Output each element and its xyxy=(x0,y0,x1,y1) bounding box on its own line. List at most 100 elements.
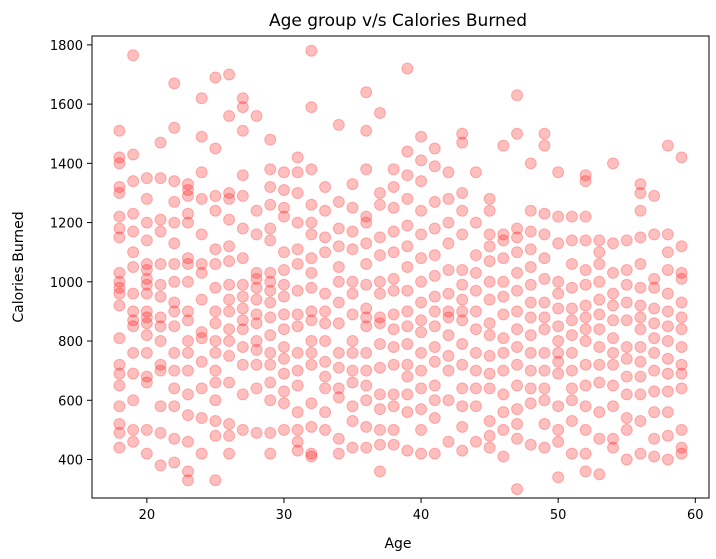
data-point xyxy=(305,335,318,348)
data-point xyxy=(675,340,688,353)
data-point xyxy=(661,385,674,398)
data-point xyxy=(415,252,428,265)
data-point xyxy=(181,388,194,401)
data-point xyxy=(607,441,620,454)
data-point xyxy=(456,420,469,433)
data-point xyxy=(661,228,674,241)
data-point xyxy=(373,317,386,330)
data-point xyxy=(552,166,565,179)
data-point xyxy=(332,275,345,288)
data-point xyxy=(511,417,524,430)
data-point xyxy=(264,329,277,342)
data-point xyxy=(223,186,236,199)
data-point xyxy=(305,216,318,229)
data-point xyxy=(456,338,469,350)
data-point xyxy=(181,305,194,318)
data-point xyxy=(565,234,578,247)
data-point xyxy=(154,278,167,291)
data-point xyxy=(469,435,482,448)
data-point xyxy=(223,323,236,336)
data-point xyxy=(154,364,167,377)
data-point xyxy=(675,367,688,380)
data-point xyxy=(579,465,592,478)
data-point xyxy=(648,332,661,345)
data-point xyxy=(415,326,428,339)
data-point xyxy=(113,186,126,199)
points-layer xyxy=(113,44,688,496)
data-point xyxy=(332,447,345,460)
data-point xyxy=(250,109,263,122)
data-point xyxy=(332,382,345,395)
data-point xyxy=(497,252,510,265)
data-point xyxy=(168,400,181,413)
data-point xyxy=(181,346,194,359)
data-point xyxy=(373,361,386,374)
data-point xyxy=(195,258,208,271)
data-point xyxy=(524,311,537,324)
data-point xyxy=(565,394,578,407)
data-point xyxy=(469,323,482,336)
data-point xyxy=(223,68,236,81)
data-point xyxy=(373,338,386,350)
data-point xyxy=(442,435,455,448)
data-point xyxy=(223,293,236,306)
y-axis: 400 600 800 1000 1200 1400 1600 1800 xyxy=(50,39,92,469)
data-point xyxy=(154,258,167,271)
data-point xyxy=(648,450,661,463)
data-point xyxy=(209,258,222,271)
data-point xyxy=(373,107,386,119)
data-point xyxy=(401,388,414,401)
data-point xyxy=(277,201,290,214)
data-point xyxy=(209,305,222,318)
data-point xyxy=(154,426,167,439)
data-point xyxy=(360,278,373,291)
data-point xyxy=(305,358,318,371)
data-point xyxy=(346,308,359,321)
data-point xyxy=(305,228,318,241)
data-point xyxy=(428,379,441,392)
data-point xyxy=(291,379,304,392)
data-point xyxy=(415,423,428,436)
data-point xyxy=(113,367,126,380)
x-tick-label: 50 xyxy=(550,508,567,523)
data-point xyxy=(565,210,578,223)
data-point xyxy=(264,181,277,194)
data-point xyxy=(195,326,208,339)
data-point xyxy=(538,127,551,140)
data-point xyxy=(127,346,140,359)
data-point xyxy=(209,364,222,377)
data-point xyxy=(565,258,578,271)
data-point xyxy=(264,133,277,146)
data-point xyxy=(305,266,318,279)
data-point xyxy=(634,231,647,244)
data-point xyxy=(236,92,249,105)
data-point xyxy=(264,296,277,309)
data-point xyxy=(469,216,482,229)
data-point xyxy=(675,296,688,309)
data-point xyxy=(291,320,304,333)
data-point xyxy=(401,145,414,158)
data-point xyxy=(401,338,414,350)
data-point xyxy=(236,169,249,182)
data-point xyxy=(223,255,236,268)
data-point xyxy=(524,278,537,291)
data-point xyxy=(456,136,469,149)
data-point xyxy=(154,172,167,185)
data-point xyxy=(140,370,153,383)
data-point xyxy=(360,420,373,433)
data-point xyxy=(387,246,400,259)
data-point xyxy=(250,308,263,321)
data-point xyxy=(127,148,140,161)
data-point xyxy=(456,293,469,306)
data-point xyxy=(483,255,496,268)
data-point xyxy=(483,415,496,427)
data-point xyxy=(538,296,551,309)
data-point xyxy=(319,355,332,368)
data-point xyxy=(277,210,290,223)
data-point xyxy=(634,311,647,324)
data-point xyxy=(648,406,661,419)
data-point xyxy=(607,332,620,345)
data-point xyxy=(373,287,386,300)
data-point xyxy=(483,441,496,454)
data-point xyxy=(236,323,249,336)
